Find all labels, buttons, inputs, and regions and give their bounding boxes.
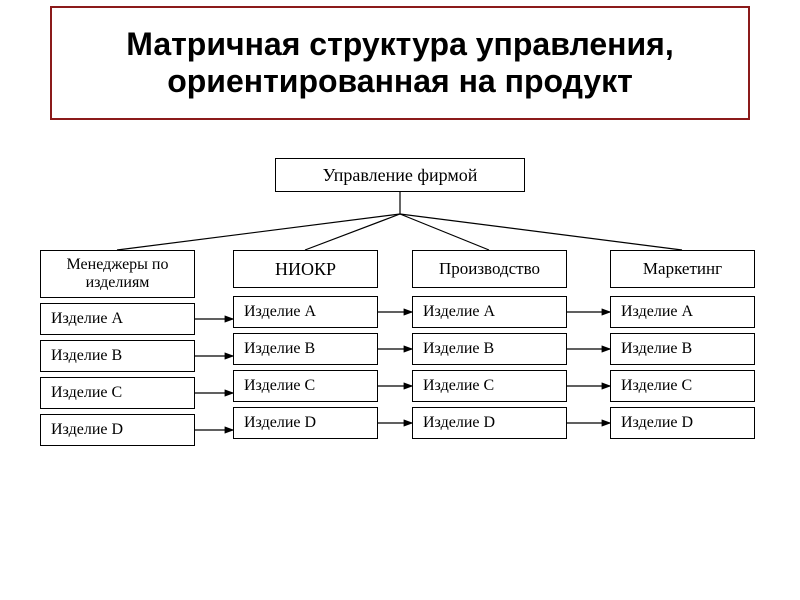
- item-cell: Изделие С: [233, 370, 378, 402]
- item-cell: Изделие С: [412, 370, 567, 402]
- item-cell: Изделие А: [610, 296, 755, 328]
- item-label: Изделие А: [423, 303, 495, 321]
- item-label: Изделие С: [621, 377, 692, 395]
- item-cell: Изделие D: [40, 414, 195, 446]
- item-cell: Изделие D: [412, 407, 567, 439]
- title-text: Матричная структура управления, ориентир…: [62, 26, 738, 100]
- item-label: Изделие С: [244, 377, 315, 395]
- item-cell: Изделие В: [412, 333, 567, 365]
- item-label: Изделие В: [621, 340, 692, 358]
- root-label: Управление фирмой: [323, 165, 478, 186]
- column-header: НИОКР: [233, 250, 378, 288]
- item-label: Изделие D: [621, 414, 693, 432]
- item-label: Изделие А: [51, 310, 123, 328]
- column-header: Маркетинг: [610, 250, 755, 288]
- item-label: Изделие А: [621, 303, 693, 321]
- column-header-label: Менеджеры по изделиям: [45, 256, 190, 291]
- column-header-label: НИОКР: [275, 259, 336, 280]
- item-label: Изделие В: [423, 340, 494, 358]
- root-node: Управление фирмой: [275, 158, 525, 192]
- item-cell: Изделие В: [610, 333, 755, 365]
- item-label: Изделие С: [51, 384, 122, 402]
- title-box: Матричная структура управления, ориентир…: [50, 6, 750, 120]
- item-cell: Изделие А: [412, 296, 567, 328]
- item-label: Изделие D: [51, 421, 123, 439]
- column-header-label: Маркетинг: [643, 259, 722, 279]
- item-label: Изделие В: [51, 347, 122, 365]
- item-label: Изделие D: [423, 414, 495, 432]
- item-label: Изделие С: [423, 377, 494, 395]
- item-cell: Изделие В: [40, 340, 195, 372]
- column-header: Производство: [412, 250, 567, 288]
- column-header: Менеджеры по изделиям: [40, 250, 195, 298]
- item-cell: Изделие В: [233, 333, 378, 365]
- column-header-label: Производство: [439, 259, 540, 279]
- item-cell: Изделие D: [610, 407, 755, 439]
- item-cell: Изделие А: [233, 296, 378, 328]
- item-label: Изделие А: [244, 303, 316, 321]
- item-cell: Изделие А: [40, 303, 195, 335]
- item-label: Изделие В: [244, 340, 315, 358]
- item-cell: Изделие D: [233, 407, 378, 439]
- item-label: Изделие D: [244, 414, 316, 432]
- item-cell: Изделие С: [610, 370, 755, 402]
- item-cell: Изделие С: [40, 377, 195, 409]
